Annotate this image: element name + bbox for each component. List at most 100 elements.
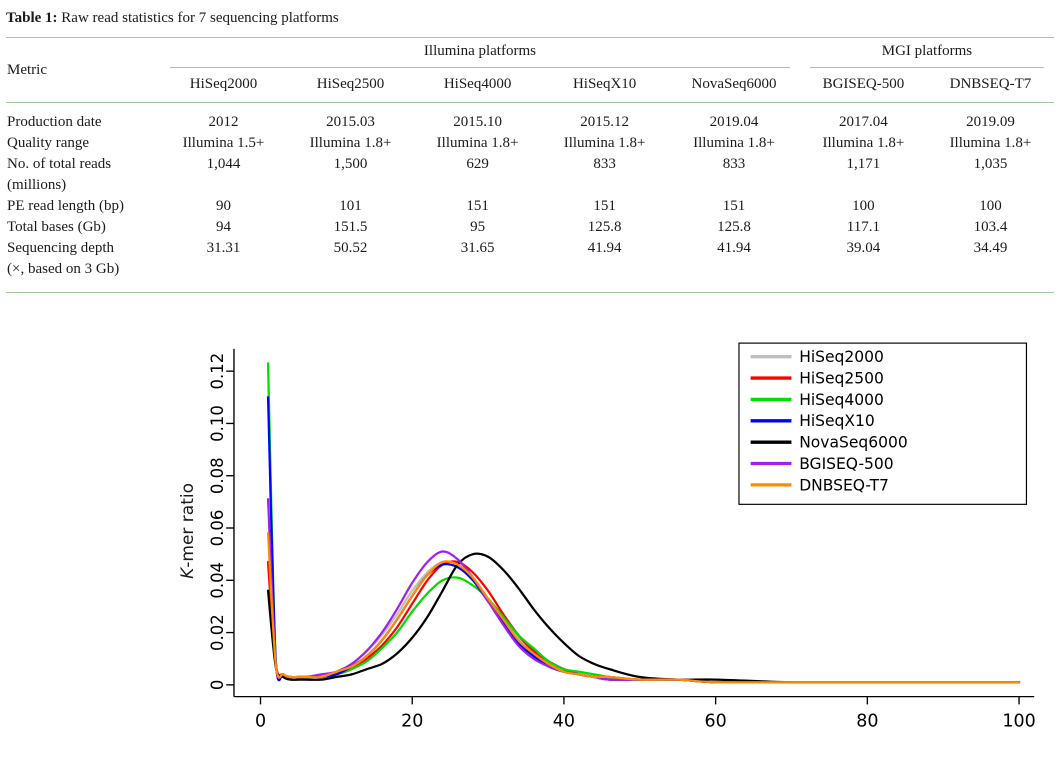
x-tick-label: 0 (255, 712, 266, 732)
x-tick-label: 80 (857, 712, 879, 732)
y-tick-label: 0.04 (209, 562, 228, 599)
table-caption-text: Raw read statistics for 7 sequencing pla… (57, 10, 339, 26)
legend-label-DNBSEQ-T7: DNBSEQ-T7 (800, 476, 890, 494)
value-cell: Illumina 1.5+ (182, 135, 265, 151)
value-cell: Illumina 1.8+ (436, 135, 519, 151)
value-cell: 833 (722, 156, 746, 172)
value-cell: 125.8 (587, 219, 622, 235)
value-cell: 151 (722, 198, 746, 214)
table-row: Quality range Illumina 1.5+ Illumina 1.8+ I… (6, 133, 1054, 154)
metric-cell: PE read length (bp) (7, 198, 125, 214)
metric-cell: No. of total reads (millions) (7, 156, 112, 193)
table-row: Sequencing depth (×, based on 3 Gb) 31.31 5… (6, 238, 1054, 293)
y-axis-label-italic: K (178, 567, 198, 579)
metric-cell: Sequencing depth (×, based on 3 Gb) (7, 240, 120, 277)
value-cell: 94 (216, 219, 232, 235)
value-cell: 125.8 (717, 219, 751, 235)
platform-header: DNBSEQ-T7 (926, 68, 1054, 103)
value-cell: 31.31 (206, 240, 241, 256)
y-tick-label: 0.02 (209, 614, 228, 651)
series-line-NovaSeq6000 (267, 552, 1021, 684)
y-axis-label-rest: -mer ratio (178, 483, 198, 568)
platform-header: HiSeq2000 (160, 68, 288, 103)
value-cell: 151 (466, 198, 489, 214)
table-caption-label: Table 1: (6, 10, 58, 26)
x-tick-label: 40 (553, 712, 575, 732)
legend-label-HiSeq4000: HiSeq4000 (800, 391, 885, 409)
value-cell: 2019.09 (966, 114, 1015, 130)
table-row: PE read length (bp) 90 101 151 151 151 100 100 (6, 196, 1054, 217)
value-cell: 41.94 (717, 240, 751, 256)
series-line-BGISEQ-500 (267, 498, 1021, 684)
value-cell: Illumina 1.8+ (949, 135, 1032, 151)
legend-label-HiSeq2000: HiSeq2000 (800, 348, 885, 366)
value-cell: 41.94 (587, 240, 622, 256)
value-cell: 2015.10 (453, 114, 502, 130)
stats-table-head: Metric Illumina platforms MGI platforms HiS… (6, 37, 1054, 103)
legend-label-HiSeq2500: HiSeq2500 (800, 370, 885, 388)
stats-table-body: Production date 2012 2015.03 2015.10 2015.12… (6, 103, 1054, 293)
legend-label-HiSeqX10: HiSeqX10 (800, 412, 876, 430)
table-row: No. of total reads (millions) 1,044 1,500 62… (6, 154, 1054, 196)
kmer-chart: 0 20 40 60 80 100 0 0.02 0.04 0.06 0.08 0.10 0.12 HiS… (209, 342, 1036, 732)
y-tick-label: 0.10 (209, 405, 228, 442)
metric-cell: Total bases (Gb) (7, 219, 106, 235)
value-cell: 34.49 (973, 240, 1008, 256)
value-cell: 101 (339, 198, 362, 214)
legend-box (738, 342, 1028, 505)
value-cell: 1,171 (846, 156, 881, 172)
x-tick-label: 60 (705, 712, 727, 732)
legend-label-BGISEQ-500: BGISEQ-500 (800, 455, 894, 473)
value-cell: 90 (216, 198, 232, 214)
metric-cell: Production date (7, 114, 102, 130)
y-tick-label: 0.06 (209, 510, 228, 547)
value-cell: 1,044 (206, 156, 241, 172)
platform-header: NovaSeq6000 (668, 68, 800, 103)
y-axis-label: K-mer ratio (178, 483, 199, 579)
kmer-figure: K-mer ratio 0 20 40 60 80 100 0 0.02 0.04 0.06 0.0… (6, 329, 1054, 769)
value-cell: 117.1 (846, 219, 880, 235)
value-cell: Illumina 1.8+ (563, 135, 646, 151)
value-cell: 39.04 (846, 240, 881, 256)
value-cell: 151.5 (333, 219, 368, 235)
value-cell: 103.4 (973, 219, 1008, 235)
y-tick-label: 0 (209, 680, 228, 691)
value-cell: Illumina 1.8+ (822, 135, 905, 151)
value-cell: 2015.03 (326, 114, 375, 130)
platform-group-header: Illumina platforms (160, 38, 800, 68)
metric-column-header: Metric (6, 37, 160, 103)
value-cell: 2012 (208, 114, 239, 130)
value-cell: 1,035 (973, 156, 1008, 172)
value-cell: 1,500 (333, 156, 368, 172)
table-caption: Table 1: Raw read statistics for 7 seque… (6, 10, 1054, 27)
y-tick-label: 0.12 (209, 353, 228, 390)
platform-header: HiSeq2500 (287, 68, 415, 103)
value-cell: 629 (466, 156, 489, 172)
x-tick-label: 20 (401, 712, 423, 732)
value-cell: 95 (470, 219, 486, 235)
value-cell: 31.65 (460, 240, 495, 256)
platform-header: HiSeqX10 (541, 68, 669, 103)
x-tick-label: 100 (1003, 712, 1036, 732)
legend-label-NovaSeq6000: NovaSeq6000 (800, 434, 909, 452)
value-cell: 2019.04 (709, 114, 759, 130)
series-line-DNBSEQ-T7 (267, 532, 1021, 684)
stats-table: Metric Illumina platforms MGI platforms HiS… (6, 37, 1054, 293)
platform-header: BGISEQ-500 (799, 68, 927, 103)
metric-cell: Quality range (7, 135, 90, 151)
value-cell: Illumina 1.8+ (693, 135, 775, 151)
value-cell: 151 (593, 198, 616, 214)
value-cell: Illumina 1.8+ (309, 135, 392, 151)
value-cell: 2015.12 (580, 114, 629, 130)
table-row: Total bases (Gb) 94 151.5 95 125.8 125.8 117.1… (6, 217, 1054, 238)
value-cell: 100 (979, 198, 1002, 214)
value-cell: 2017.04 (839, 114, 888, 130)
platform-header: HiSeq4000 (414, 68, 542, 103)
platform-group-header: MGI platforms (800, 38, 1054, 68)
y-tick-label: 0.08 (209, 457, 228, 494)
value-cell: 833 (593, 156, 616, 172)
value-cell: 100 (852, 198, 875, 214)
value-cell: 50.52 (333, 240, 368, 256)
table-row: Production date 2012 2015.03 2015.10 2015.12… (6, 103, 1054, 134)
